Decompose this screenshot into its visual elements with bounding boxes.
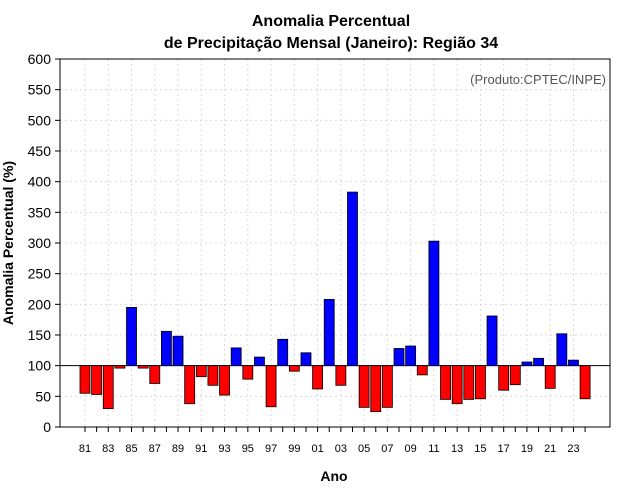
x-tick-label: 89 [172, 443, 184, 455]
bar-15 [475, 365, 486, 400]
bar-96 [254, 356, 265, 367]
x-tick-label: 17 [498, 443, 510, 455]
bar-19 [521, 361, 533, 367]
bar-07 [381, 365, 393, 408]
x-tick-label: 13 [451, 443, 463, 455]
bar-08 [393, 348, 405, 367]
x-tick-label: 15 [474, 443, 486, 455]
bar-06 [370, 365, 382, 413]
bar-91 [195, 365, 207, 378]
bar-03 [335, 365, 347, 386]
bar-85 [126, 306, 137, 367]
bar-12 [440, 365, 451, 400]
bar-20 [533, 357, 544, 367]
chart-title-line-1: Anomalia Percentual [252, 13, 410, 30]
y-tick-label: 350 [28, 204, 52, 220]
bar-05 [358, 365, 370, 408]
bar-86 [137, 365, 149, 369]
bars [79, 191, 591, 413]
y-tick-label: 550 [28, 82, 52, 98]
bar-83 [102, 365, 114, 409]
bar-87 [149, 365, 161, 384]
x-tick-label: 99 [288, 443, 300, 455]
bar-95 [242, 365, 254, 380]
bar-11 [428, 240, 440, 367]
x-tick-label: 81 [79, 443, 91, 455]
x-tick-label: 87 [149, 443, 161, 455]
chart-title-line-2: de Precipitação Mensal (Janeiro): Região… [164, 35, 498, 52]
bar-22 [556, 333, 568, 367]
bar-81 [79, 365, 91, 394]
bar-94 [230, 347, 242, 367]
y-axis-title: Anomalia Percentual (%) [0, 161, 16, 325]
x-tick-label: 09 [405, 443, 417, 455]
bar-84 [114, 365, 126, 369]
y-tick-label: 50 [35, 388, 51, 404]
bar-98 [277, 338, 289, 367]
y-tick-label: 100 [28, 358, 52, 374]
x-tick-label: 83 [102, 443, 114, 455]
bar-82 [91, 365, 103, 395]
x-tick-label: 95 [242, 443, 254, 455]
bar-18 [509, 365, 521, 386]
x-tick-label: 07 [381, 443, 393, 455]
gridlines [60, 58, 610, 428]
bar-88 [161, 330, 172, 367]
x-tick-label: 93 [218, 443, 230, 455]
y-tick-label: 500 [28, 112, 52, 128]
bar-17 [498, 365, 510, 391]
bar-92 [207, 365, 219, 386]
y-tick-label: 250 [28, 266, 52, 282]
bar-04 [347, 191, 358, 367]
bar-00 [300, 352, 312, 367]
bar-24 [579, 365, 591, 400]
x-tick-label: 23 [567, 443, 579, 455]
x-axis-title: Ano [320, 468, 347, 484]
bar-14 [463, 365, 475, 400]
y-tick-label: 0 [43, 419, 51, 435]
x-tick-label: 01 [311, 443, 323, 455]
source-credit: (Produto:CPTEC/INPE) [470, 72, 606, 87]
x-tick-label: 03 [335, 443, 347, 455]
x-tick-label: 85 [125, 443, 137, 455]
bar-09 [405, 345, 417, 367]
bar-02 [323, 299, 335, 367]
bar-89 [172, 335, 184, 367]
bar-10 [416, 365, 428, 376]
bar-13 [451, 365, 463, 405]
y-tick-label: 300 [28, 235, 52, 251]
bar-93 [219, 365, 230, 396]
bar-16 [486, 315, 498, 367]
y-tick-label: 600 [28, 51, 52, 67]
bar-21 [544, 365, 556, 389]
x-tick-label: 97 [265, 443, 277, 455]
y-tick-label: 150 [28, 327, 52, 343]
bar-01 [312, 365, 324, 390]
x-tick-label: 11 [428, 443, 439, 455]
bar-99 [288, 365, 300, 372]
bar-23 [568, 359, 579, 367]
y-tick-label: 200 [28, 296, 52, 312]
x-tick-label: 21 [544, 443, 556, 455]
x-tick-label: 05 [358, 443, 370, 455]
y-tick-label: 400 [28, 174, 52, 190]
x-tick-label: 91 [195, 443, 207, 455]
x-tick-label: 19 [521, 443, 533, 455]
bar-97 [265, 365, 277, 408]
y-tick-label: 450 [28, 143, 52, 159]
bar-90 [184, 365, 196, 405]
